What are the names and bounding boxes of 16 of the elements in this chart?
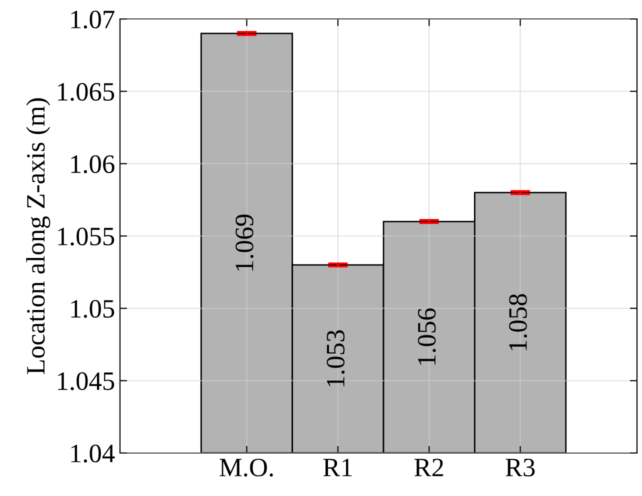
data-label: 1.069: [236, 214, 254, 271]
y-tick-label: 1.05: [71, 300, 114, 318]
data-label: 1.053: [326, 330, 345, 386]
x-tick-label: R1: [323, 458, 352, 476]
y-tick-label: 1.055: [58, 228, 114, 246]
x-tick-label: R3: [506, 458, 535, 476]
y-tick-label: 1.04: [71, 444, 115, 463]
y-tick-label: 1.045: [58, 372, 114, 390]
y-tick-label: 1.06: [71, 155, 114, 174]
y-axis-title: Location along Z-axis (m): [26, 98, 50, 374]
data-label: 1.056: [418, 308, 436, 365]
x-tick-label: M.O.: [220, 458, 273, 477]
x-tick-label: R2: [414, 458, 444, 476]
y-tick-label: 1.07: [71, 10, 114, 29]
y-tick-label: 1.065: [58, 82, 114, 101]
data-label: 1.058: [509, 294, 528, 350]
